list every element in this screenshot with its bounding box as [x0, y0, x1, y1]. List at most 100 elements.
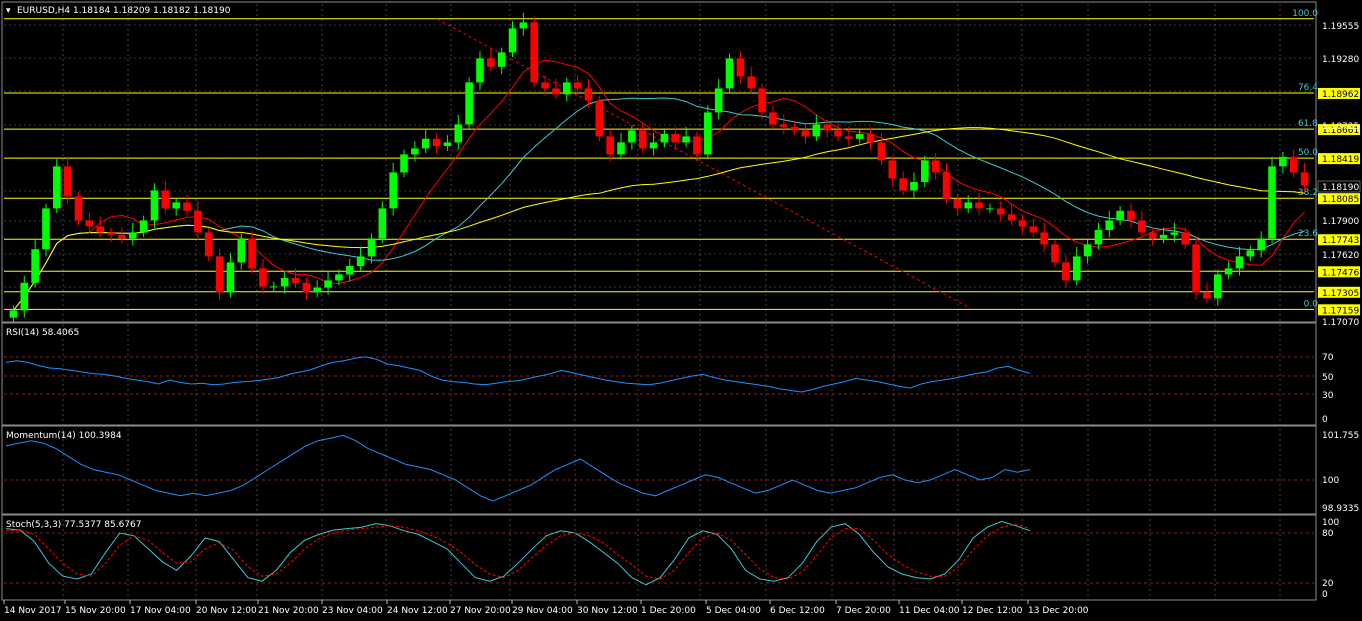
- stoch-signal-line: [5, 523, 1031, 580]
- stochastic-panel[interactable]: [1, 514, 1317, 601]
- candle-body: [1127, 210, 1135, 221]
- candle-body: [313, 287, 322, 293]
- candle-body: [855, 134, 864, 139]
- grid-lines: [4, 4, 1314, 600]
- fib-price-tag-label: 1.17476: [1322, 268, 1359, 278]
- rsi-tick: 30: [1322, 391, 1334, 401]
- candle-body: [714, 88, 723, 113]
- time-tick-label: 5 Dec 04:00: [706, 606, 761, 616]
- candle-body: [1018, 220, 1027, 227]
- candle-body: [931, 160, 940, 173]
- rsi-panel[interactable]: [1, 322, 1317, 426]
- candle-body: [530, 22, 539, 83]
- price-tick: 1.19555: [1322, 22, 1359, 32]
- fib-price-tag: [1318, 87, 1360, 99]
- fib-price-tag: [1318, 266, 1360, 278]
- fib-level-label: 100.0: [1292, 9, 1318, 19]
- candle-body: [1203, 292, 1211, 299]
- collapse-arrow-icon[interactable]: ▾: [6, 6, 11, 16]
- candle-body: [541, 82, 549, 89]
- candle-body: [1181, 232, 1190, 245]
- candle-body: [259, 268, 267, 287]
- candle-body: [877, 142, 886, 161]
- candle-body: [964, 202, 973, 209]
- candle-body: [606, 136, 614, 155]
- candle-body: [1116, 210, 1124, 221]
- candle-body: [693, 136, 701, 155]
- candle-body: [942, 172, 951, 199]
- main-price-panel[interactable]: [1, 1, 1317, 323]
- candle-body: [725, 58, 734, 89]
- candle-body: [736, 58, 745, 77]
- candle-body: [20, 282, 29, 311]
- time-tick-label: 14 Nov 2017: [4, 606, 62, 616]
- candle-body: [432, 138, 441, 146]
- candle-body: [497, 52, 506, 67]
- fib-level-label: 23.6: [1298, 229, 1318, 239]
- candle-body: [465, 82, 473, 125]
- time-tick-label: 11 Dec 04:00: [899, 606, 960, 616]
- candle-body: [801, 130, 810, 137]
- rsi-label: RSI(14) 58.4065: [6, 328, 79, 338]
- time-tick-label: 6 Dec 12:00: [770, 606, 825, 616]
- fib-price-tag: [1318, 153, 1360, 165]
- fib-price-tag: [1318, 124, 1360, 136]
- momentum-label: Momentum(14) 100.3984: [6, 431, 122, 441]
- current-price-tag: [1317, 180, 1361, 193]
- candle-body: [953, 198, 962, 209]
- candle-body: [237, 238, 246, 263]
- candle-body: [194, 210, 202, 233]
- candle-body: [1170, 232, 1179, 235]
- fib-price-tag-label: 1.17305: [1322, 289, 1359, 299]
- candle-body: [476, 58, 484, 83]
- fib-price-tag-label: 1.18661: [1322, 126, 1359, 136]
- candle-body: [617, 142, 625, 155]
- fib-level-label: 61.8: [1298, 119, 1318, 129]
- candle-body: [356, 256, 365, 266]
- fib-price-tag-label: 1.18419: [1322, 155, 1359, 165]
- candle-body: [1246, 250, 1255, 257]
- fib-price-tag: [1318, 304, 1360, 316]
- candle-body: [487, 58, 495, 67]
- candle-body: [400, 154, 408, 173]
- candle-body: [1138, 220, 1146, 233]
- stoch-main-line: [5, 520, 1031, 586]
- candle-body: [584, 88, 593, 101]
- momentum-line: [5, 434, 1031, 502]
- candle-body: [704, 112, 712, 155]
- candle-body: [31, 249, 39, 283]
- candle-body: [63, 166, 72, 197]
- time-tick-label: 15 Nov 20:00: [65, 606, 126, 616]
- indicator-lines: [5, 356, 1031, 586]
- candle-body: [1279, 156, 1287, 167]
- candle-body: [649, 142, 658, 149]
- fib-level-label: 76.4: [1298, 83, 1318, 93]
- current-price-label: 1.18190: [1322, 183, 1359, 193]
- candle-body: [96, 226, 105, 233]
- candle-body: [85, 220, 94, 227]
- ma-mid-line: [13, 97, 1305, 311]
- time-tick-label: 17 Nov 04:00: [130, 606, 191, 616]
- momentum-tick: 100: [1322, 476, 1339, 486]
- stoch-tick: 20: [1322, 579, 1334, 589]
- fib-price-tag: [1318, 234, 1360, 246]
- candle-body: [910, 182, 918, 191]
- candle-body: [107, 232, 115, 235]
- candle-body: [628, 130, 636, 143]
- candle-body: [345, 266, 354, 275]
- candle-body: [812, 124, 821, 137]
- candle-body: [660, 134, 669, 143]
- price-tick: 1.17900: [1322, 217, 1359, 227]
- candle-body: [1159, 234, 1168, 239]
- momentum-panel[interactable]: [1, 425, 1317, 515]
- time-axis: 14 Nov 2017 15 Nov 20:00 17 Nov 04:00 20 No…: [3, 600, 1089, 616]
- candle-body: [519, 22, 528, 29]
- candle-body: [779, 124, 788, 127]
- price-tick: 1.17620: [1322, 251, 1359, 261]
- ma-slow-line: [13, 127, 1305, 311]
- candle-body: [1105, 220, 1114, 230]
- fib-price-tag-label: 1.17159: [1322, 306, 1359, 316]
- fibonacci-levels: 100.0 76.4 1.18962 61.8 1.18661 50.0 1.18419 38…: [4, 9, 1360, 316]
- fib-price-tag-label: 1.17743: [1322, 236, 1359, 246]
- stoch-tick: 0: [1322, 590, 1328, 600]
